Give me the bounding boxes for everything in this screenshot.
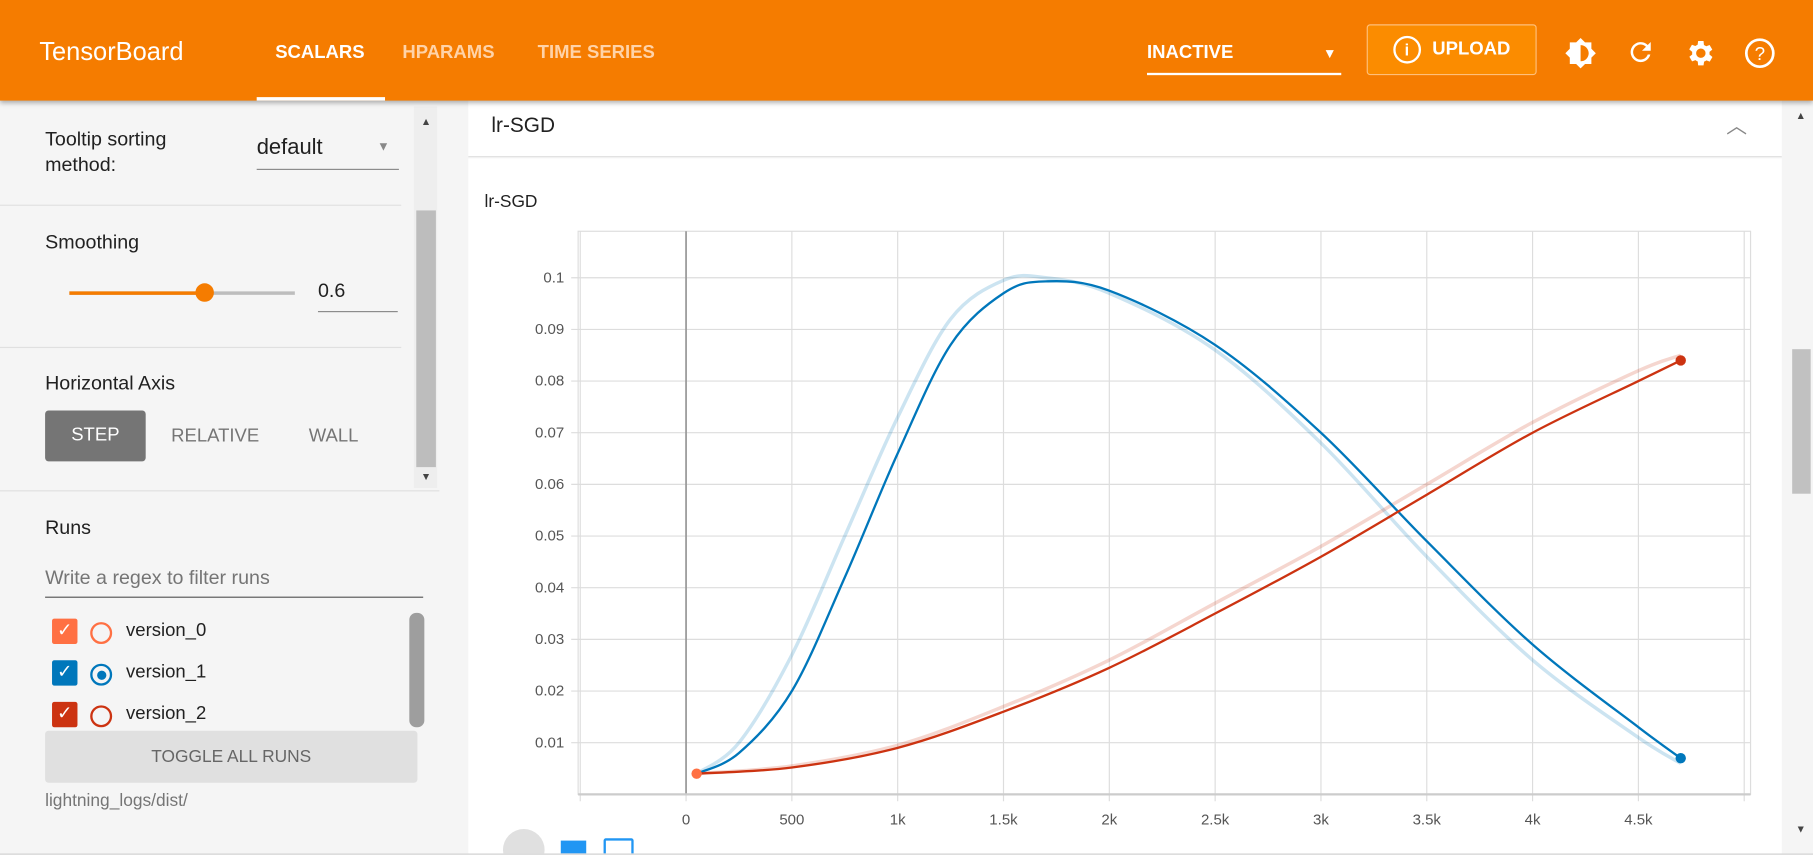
upload-label: UPLOAD	[1432, 39, 1511, 59]
tooltip-sorting-value: default	[256, 135, 323, 160]
x-tick-label: 500	[779, 811, 804, 828]
x-tick-label: 3.5k	[1413, 811, 1442, 828]
chevron-down-icon: ▼	[1322, 45, 1337, 62]
smoothing-slider[interactable]	[69, 283, 295, 302]
axis-step-button[interactable]: STEP	[45, 410, 146, 462]
active-tab-indicator	[256, 97, 386, 101]
end-point-version_2	[1675, 355, 1686, 366]
log-dir-label: lightning_logs/dist/	[45, 790, 188, 811]
axis-wall-button[interactable]: WALL	[308, 426, 359, 447]
tab-scalars[interactable]: SCALARS	[275, 42, 365, 63]
settings-icon[interactable]	[1685, 37, 1717, 69]
x-tick-label: 4.5k	[1624, 811, 1653, 828]
refresh-icon[interactable]	[1625, 37, 1657, 69]
scroll-up-icon[interactable]: ▲	[1795, 109, 1806, 122]
divider	[0, 490, 440, 492]
runs-filter-input[interactable]	[45, 559, 424, 598]
main-scrollbar[interactable]: ▲ ▼	[1787, 100, 1813, 855]
x-tick-label: 0	[682, 811, 690, 828]
tooltip-sorting-label: Tooltip sorting method:	[45, 128, 167, 176]
x-tick-label: 3k	[1313, 811, 1329, 828]
fullscreen-button[interactable]	[502, 829, 545, 855]
sidebar	[0, 100, 440, 855]
chevron-down-icon: ▼	[377, 139, 390, 154]
horizontal-axis-label: Horizontal Axis	[45, 372, 176, 395]
help-icon[interactable]: ?	[1744, 37, 1776, 69]
end-point-version_1	[1675, 752, 1686, 764]
run-label-version-1: version_1	[126, 662, 207, 683]
scroll-up-icon[interactable]: ▲	[420, 115, 432, 128]
plugin-select[interactable]: INACTIVE ▼	[1147, 42, 1342, 76]
y-tick-label: 0.1	[543, 269, 564, 286]
tooltip-sorting-select[interactable]: default ▼	[256, 135, 399, 170]
theme-toggle-icon[interactable]	[1564, 37, 1596, 69]
smoothing-slider-thumb[interactable]	[195, 283, 214, 302]
sidebar-scrollbar-thumb[interactable]	[416, 210, 436, 468]
x-tick-label: 1.5k	[989, 811, 1018, 828]
smoothing-label: Smoothing	[45, 231, 140, 254]
plugin-select-value: INACTIVE	[1147, 42, 1234, 63]
run-radio-version-1[interactable]	[90, 663, 113, 686]
tab-time-series[interactable]: TIME SERIES	[537, 42, 655, 63]
brand-logo: TensorBoard	[39, 37, 184, 66]
chevron-up-icon[interactable]: ︿	[1726, 114, 1748, 138]
point-version_0	[691, 768, 702, 779]
run-label-version-2: version_2	[126, 704, 207, 724]
y-tick-label: 0.08	[535, 373, 564, 390]
y-tick-label: 0.09	[535, 321, 564, 338]
bottom-border	[0, 853, 1813, 855]
raw-line-version_2	[696, 353, 1682, 776]
chart-title: lr-SGD	[484, 191, 538, 212]
y-tick-label: 0.01	[535, 734, 564, 751]
runs-label: Runs	[45, 516, 91, 539]
run-checkbox-version-1[interactable]: ✓	[52, 660, 78, 686]
upload-button[interactable]: i UPLOAD	[1366, 24, 1537, 76]
divider	[0, 346, 402, 349]
smoothed-line-version_1	[696, 279, 1682, 775]
x-tick-label: 1k	[890, 811, 906, 828]
divider	[0, 204, 402, 206]
card-header[interactable]: lr-SGD ︿	[468, 100, 1782, 158]
y-tick-label: 0.06	[535, 476, 564, 493]
svg-text:?: ?	[1755, 44, 1766, 65]
y-tick-label: 0.03	[535, 631, 564, 648]
card-title: lr-SGD	[491, 113, 555, 137]
y-tick-label: 0.04	[535, 579, 564, 596]
y-tick-label: 0.02	[535, 683, 564, 700]
radio-dot	[96, 670, 106, 680]
x-tick-label: 2.5k	[1201, 811, 1230, 828]
smoothing-input[interactable]: 0.6	[317, 280, 398, 313]
raw-line-version_1	[695, 273, 1682, 776]
run-radio-version-0[interactable]	[90, 622, 113, 645]
run-checkbox-version-0[interactable]: ✓	[52, 618, 78, 645]
y-tick-label: 0.07	[535, 424, 564, 441]
main-scrollbar-thumb[interactable]	[1792, 349, 1811, 494]
scroll-down-icon[interactable]: ▼	[420, 470, 432, 483]
x-tick-label: 2k	[1101, 811, 1117, 828]
chart-card: lr-SGD	[468, 158, 1782, 855]
log-scale-icon[interactable]	[560, 840, 587, 855]
smoothed-line-version_2	[696, 359, 1682, 775]
tab-hparams[interactable]: HPARAMS	[402, 42, 495, 63]
top-app-bar: TensorBoard SCALARS HPARAMS TIME SERIES …	[0, 0, 1813, 101]
run-label-version-0: version_0	[126, 620, 207, 641]
axis-relative-button[interactable]: RELATIVE	[171, 426, 260, 447]
fit-domain-icon[interactable]	[603, 838, 634, 855]
run-radio-version-2[interactable]	[90, 705, 113, 728]
scroll-down-icon[interactable]: ▼	[1795, 823, 1806, 835]
y-tick-label: 0.05	[535, 528, 564, 545]
run-checkbox-version-2[interactable]: ✓	[52, 701, 78, 728]
toggle-all-runs-button[interactable]: TOGGLE ALL RUNS	[45, 730, 418, 783]
smoothing-slider-fill	[69, 291, 205, 295]
line-chart[interactable]: 0.01 0.02 0.03 0.04 0.05 0.06 0.07 0.08 0.09 0.1 0…	[468, 158, 1782, 829]
info-icon: i	[1392, 35, 1421, 64]
runs-scrollbar-thumb[interactable]	[409, 612, 425, 728]
x-tick-label: 4k	[1525, 811, 1541, 828]
